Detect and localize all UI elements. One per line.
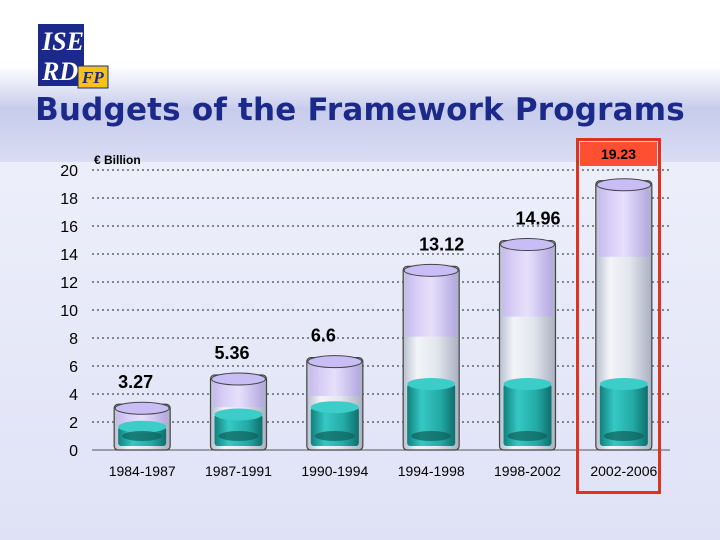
data-label: 3.27 xyxy=(118,372,153,392)
y-tick-label: 10 xyxy=(60,303,78,320)
y-tick-label: 12 xyxy=(60,275,78,292)
x-tick-label: 1994-1998 xyxy=(398,463,465,479)
x-tick-label: 1984-1987 xyxy=(109,463,176,479)
bar-rim xyxy=(500,238,555,252)
bar-top-fill xyxy=(406,272,457,337)
bar-liquid-surface xyxy=(407,378,456,390)
bar xyxy=(306,355,364,451)
bar-rim xyxy=(307,355,363,369)
bar-liquid xyxy=(599,384,648,446)
x-tick-label: 2002-2006 xyxy=(590,463,657,479)
svg-text:ISE: ISE xyxy=(41,27,84,56)
bar xyxy=(498,238,557,451)
bar-liquid-bottom xyxy=(507,431,548,441)
bar-liquid-surface xyxy=(503,378,552,390)
y-tick-label: 6 xyxy=(69,359,78,376)
bar xyxy=(595,178,653,451)
data-label: 13.12 xyxy=(419,234,464,254)
x-tick-label: 1998-2002 xyxy=(494,463,561,479)
bar-top-fill xyxy=(309,363,360,396)
bar-rim xyxy=(211,372,266,386)
bar-top-fill xyxy=(598,186,649,257)
data-label: 5.36 xyxy=(215,343,250,363)
y-tick-label: 18 xyxy=(60,191,78,208)
bar xyxy=(209,372,268,451)
bar-rim xyxy=(596,178,652,192)
highlight-value-label: 19.23 xyxy=(580,142,657,166)
svg-text:FP: FP xyxy=(81,68,104,87)
y-tick-label: 20 xyxy=(60,163,78,180)
data-label: 6.6 xyxy=(311,326,336,346)
bar-liquid-surface xyxy=(214,408,263,421)
bar-rim xyxy=(403,263,459,277)
data-label: 14.96 xyxy=(516,209,561,229)
bar-liquid-surface xyxy=(599,378,648,390)
bar-liquid-bottom xyxy=(218,431,259,441)
bar-liquid-bottom xyxy=(314,431,355,441)
bar-liquid-surface xyxy=(118,420,167,433)
unit-label: € Billion xyxy=(94,153,141,167)
bar-rim xyxy=(114,401,170,415)
bar-liquid-bottom xyxy=(411,431,452,441)
x-tick-label: 1987-1991 xyxy=(205,463,272,479)
bar-top-fill xyxy=(502,246,553,317)
bar-liquid xyxy=(503,384,552,446)
bar xyxy=(113,401,171,451)
bar-liquid-bottom xyxy=(122,431,163,441)
y-tick-label: 0 xyxy=(69,443,78,460)
svg-text:RD: RD xyxy=(41,57,78,86)
highlight-box xyxy=(576,138,661,494)
y-tick-label: 14 xyxy=(60,247,78,264)
x-tick-label: 1990-1994 xyxy=(301,463,368,479)
y-tick-label: 4 xyxy=(69,387,78,404)
page-title: Budgets of the Framework Programs xyxy=(35,92,685,128)
y-tick-label: 8 xyxy=(69,331,78,348)
bar-liquid-surface xyxy=(310,401,359,414)
y-tick-label: 16 xyxy=(60,219,78,236)
bar-liquid xyxy=(407,384,456,446)
bar-liquid-bottom xyxy=(603,431,644,441)
isefp-logo: ISE RD FP xyxy=(38,24,109,89)
bar xyxy=(402,263,460,451)
y-tick-label: 2 xyxy=(69,415,78,432)
